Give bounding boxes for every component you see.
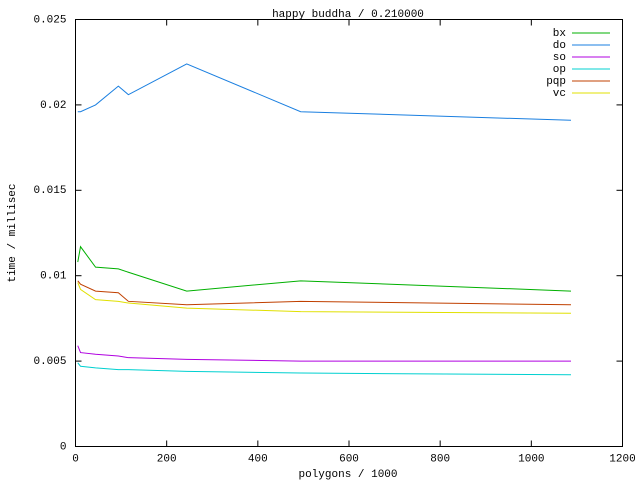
y-tick-label: 0 — [60, 441, 67, 453]
legend-label: bx — [553, 28, 567, 40]
x-tick-label: 400 — [248, 453, 268, 465]
series-line — [77, 63, 572, 121]
legend-label: op — [553, 64, 566, 76]
legend-label: do — [553, 40, 566, 52]
series-line — [77, 345, 571, 362]
series-line — [77, 280, 571, 306]
x-tick-label: 800 — [430, 453, 450, 465]
x-axis-label: polygons / 1000 — [298, 469, 397, 480]
legend-label: vc — [553, 88, 566, 100]
legend-label: so — [553, 52, 566, 64]
legend-label: pqp — [546, 76, 566, 88]
x-tick-label: 1000 — [518, 453, 544, 465]
x-tick-label: 600 — [339, 453, 359, 465]
plot-border — [75, 19, 623, 447]
series-line — [77, 282, 571, 314]
x-tick-label: 0 — [72, 453, 79, 465]
series-line — [77, 245, 572, 292]
y-tick-label: 0.015 — [33, 185, 66, 197]
x-tick-label: 200 — [157, 453, 177, 465]
chart-title: happy buddha / 0.210000 — [272, 9, 424, 21]
y-tick-label: 0.02 — [40, 100, 66, 112]
y-tick-label: 0.01 — [40, 271, 67, 283]
series-line — [77, 362, 571, 376]
y-tick-label: 0.025 — [33, 14, 66, 26]
x-tick-label: 1200 — [609, 453, 635, 465]
y-axis-label: time / millisec — [7, 183, 19, 282]
y-tick-label: 0.005 — [33, 356, 66, 368]
